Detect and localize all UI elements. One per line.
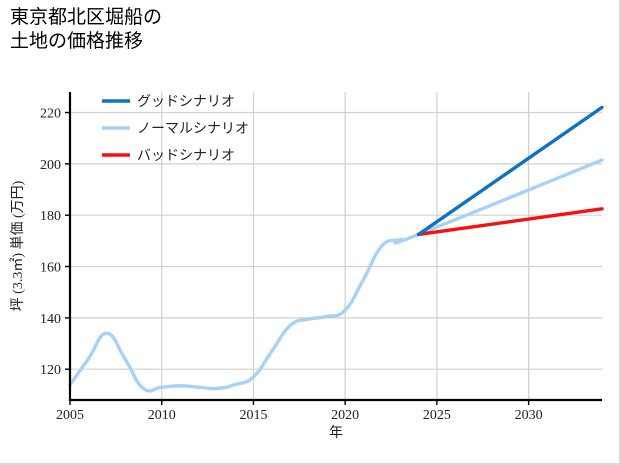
- page-title: 東京都北区堀船の 土地の価格推移: [10, 7, 163, 52]
- gridlines: [69, 92, 602, 400]
- y-axis-tick-labels: 120 140 160 180 200 220: [40, 107, 61, 379]
- legend-label-1: ノーマルシナリオ: [137, 122, 249, 137]
- y-tick-label: 220: [40, 107, 61, 122]
- legend-label-2: バッドシナリオ: [137, 149, 235, 164]
- x-tick-label: 2010: [148, 408, 176, 423]
- x-tick-label: 2025: [423, 408, 451, 423]
- axis-spine-path: [68, 92, 602, 402]
- tickmarks: [65, 111, 530, 405]
- x-tick-label: 2020: [331, 408, 359, 423]
- series-line-bad: [416, 207, 604, 237]
- y-tick-label: 140: [40, 312, 61, 327]
- y-tick-label: 160: [40, 261, 61, 276]
- x-axis-tick-labels: 2005 2010 2015 2020 2025 2030: [56, 408, 543, 423]
- y-axis-title: 坪 (3.3㎡) 単価 (万円): [10, 180, 26, 311]
- x-tick-label: 2015: [239, 408, 267, 423]
- x-tick-label: 2030: [515, 408, 543, 423]
- axis-spines: [68, 92, 602, 402]
- x-tick-label: 2005: [56, 408, 84, 423]
- series-line-good: [416, 105, 604, 237]
- y-tick-label: 180: [40, 209, 61, 224]
- y-tick-label: 200: [40, 158, 61, 173]
- x-axis-title: 年: [329, 425, 343, 441]
- series-line-normal: [68, 158, 604, 393]
- legend-label-0: グッドシナリオ: [137, 94, 235, 110]
- y-tick-label: 120: [40, 363, 61, 378]
- series-lines: [68, 105, 604, 393]
